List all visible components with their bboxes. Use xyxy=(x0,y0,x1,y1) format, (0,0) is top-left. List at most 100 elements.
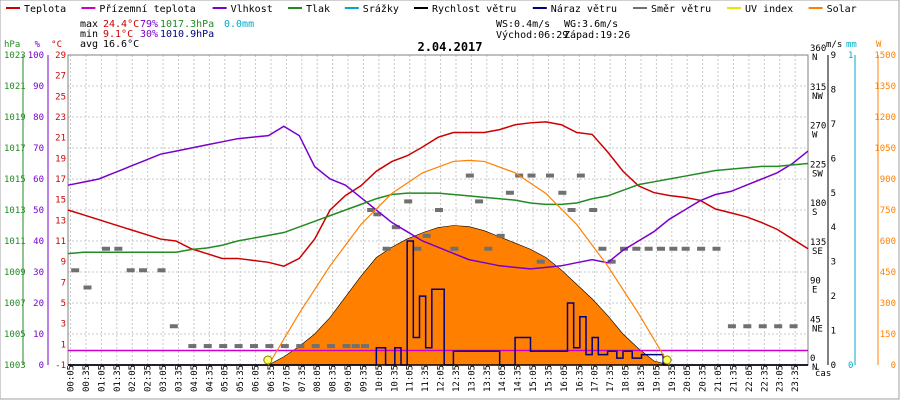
tick-direction-label: NE xyxy=(812,324,823,334)
wind-direction-point xyxy=(527,173,536,178)
wind-direction-point xyxy=(644,246,653,251)
plot-area xyxy=(67,121,809,366)
stats-min-label: min xyxy=(80,29,98,40)
wind-direction-point xyxy=(361,344,369,349)
tick-temperature: 27 xyxy=(55,72,66,82)
tick-x: 13:05 xyxy=(467,365,477,392)
wind-direction-point xyxy=(598,246,607,251)
tick-direction-label: N xyxy=(812,53,817,63)
tick-x: 12:05 xyxy=(437,365,447,392)
wind-direction-point xyxy=(327,344,336,349)
tick-x: 18:05 xyxy=(622,365,632,392)
tick-humidity: 50 xyxy=(33,206,44,216)
tick-direction-degree: 225 xyxy=(810,160,826,170)
tick-x: 04:35 xyxy=(205,365,215,392)
wind-direction-point xyxy=(296,344,305,349)
wind-direction-point xyxy=(373,212,382,217)
legend-entry: Vlhkost xyxy=(231,4,273,15)
tick-humidity: 70 xyxy=(33,144,44,154)
tick-x: 16:35 xyxy=(575,365,585,392)
stats-max-temp: 24.4°C xyxy=(103,19,139,30)
tick-pressure: 1023 xyxy=(4,51,26,61)
tick-wind: 2 xyxy=(831,292,836,302)
tick-pressure: 1019 xyxy=(4,113,26,123)
tick-x: 15:35 xyxy=(544,365,554,392)
wind-direction-point xyxy=(607,259,616,264)
tick-pressure: 1005 xyxy=(4,330,26,340)
tick-x: 17:05 xyxy=(591,365,601,392)
tick-x: 02:05 xyxy=(128,365,138,392)
wind-direction-point xyxy=(632,246,641,251)
wind-direction-point xyxy=(382,246,391,251)
tick-temperature: 19 xyxy=(55,154,66,164)
tick-solar: 600 xyxy=(880,237,896,247)
wind-direction-point xyxy=(484,246,493,251)
tick-x: 02:35 xyxy=(144,365,154,392)
tick-solar: 150 xyxy=(880,330,896,340)
tick-rain: 1 xyxy=(848,51,853,61)
tick-direction-degree: 90 xyxy=(810,277,821,287)
tick-pressure: 1017 xyxy=(4,144,26,154)
legend-entry: Teplota xyxy=(24,4,66,15)
chart-title: 2.04.2017 xyxy=(417,40,482,54)
tick-x: 05:05 xyxy=(221,365,231,392)
tick-x: 19:35 xyxy=(668,365,678,392)
tick-x: 09:35 xyxy=(359,365,369,392)
tick-x: 06:35 xyxy=(267,365,277,392)
tick-x: 09:05 xyxy=(344,365,354,392)
stats-max-hum: 79% xyxy=(140,19,158,30)
wind-direction-point xyxy=(234,344,243,349)
axis-unit-wind: m/s xyxy=(826,40,842,50)
tick-pressure: 1009 xyxy=(4,268,26,278)
tick-direction-degree: 0 xyxy=(810,354,815,364)
tick-direction-label: N xyxy=(812,363,817,373)
tick-x: 17:35 xyxy=(606,365,616,392)
tick-x: 20:35 xyxy=(699,365,709,392)
wind-direction-point xyxy=(391,225,400,230)
tick-x: 08:35 xyxy=(329,365,339,392)
wind-direction-point xyxy=(620,246,628,251)
stats-min-press: 1010.9hPa xyxy=(160,29,214,40)
tick-wind: 9 xyxy=(831,51,836,61)
tick-direction-label: SE xyxy=(812,247,823,257)
wind-direction-point xyxy=(567,208,576,212)
tick-pressure: 1011 xyxy=(4,237,26,247)
wind-direction-point xyxy=(435,208,443,212)
tick-temperature: 13 xyxy=(55,216,66,226)
series-solar-area xyxy=(268,225,670,366)
uv-index-point xyxy=(263,355,273,365)
wind-direction-point xyxy=(250,344,258,349)
legend-entry: Tlak xyxy=(306,4,330,15)
wind-direction-point xyxy=(758,324,767,329)
wind-direction-point xyxy=(774,324,783,329)
tick-solar: 1350 xyxy=(874,82,896,92)
tick-x: 03:35 xyxy=(174,365,184,392)
wind-direction-point xyxy=(169,324,178,329)
tick-temperature: 25 xyxy=(55,92,66,102)
tick-temperature: 11 xyxy=(55,237,66,247)
tick-x: 14:35 xyxy=(514,365,524,392)
tick-x: 16:05 xyxy=(560,365,570,392)
wind-direction-point xyxy=(697,246,706,251)
wind-direction-point xyxy=(139,268,147,273)
tick-x: 23:35 xyxy=(791,365,801,392)
axis-unit-temperature: °C xyxy=(51,40,62,50)
stats-ws: WS:0.4m/s xyxy=(496,19,550,30)
stats-max-rain: 0.0mm xyxy=(224,19,254,30)
legend-entry: Náraz větru xyxy=(551,3,617,15)
tick-x: 13:35 xyxy=(483,365,493,392)
legend-entry: UV index xyxy=(745,4,793,15)
wind-direction-point xyxy=(589,208,598,212)
wind-direction-point xyxy=(576,173,585,178)
wind-direction-point xyxy=(422,233,431,238)
tick-temperature: 7 xyxy=(61,278,66,288)
tick-humidity: 100 xyxy=(28,51,44,61)
tick-temperature: 1 xyxy=(61,340,66,350)
wind-direction-point xyxy=(126,268,135,273)
legend-entry: Solar xyxy=(827,4,857,15)
wind-direction-point xyxy=(450,246,459,251)
tick-humidity: 20 xyxy=(33,299,44,309)
axis-unit-rain: mm xyxy=(846,40,857,50)
